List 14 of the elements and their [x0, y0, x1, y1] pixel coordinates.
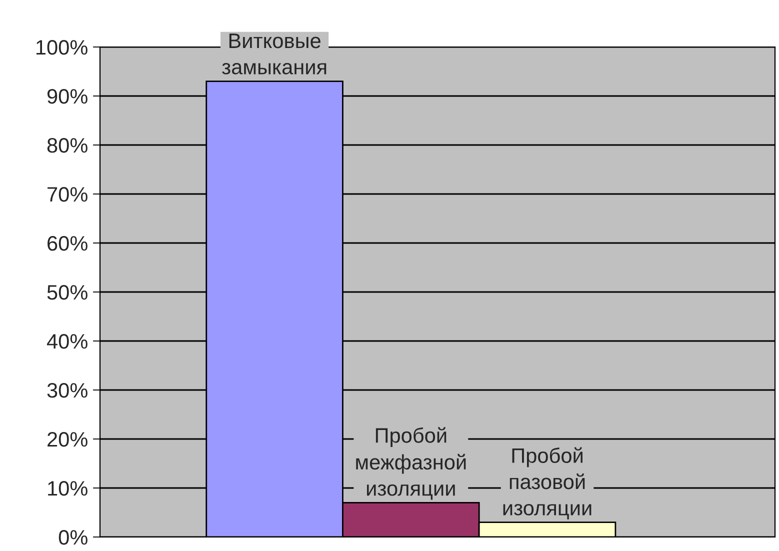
y-tick-label: 40% — [46, 334, 88, 349]
x-tick-label: Пробой пазовой изоляции — [503, 447, 592, 520]
y-tick-label: 20% — [48, 432, 88, 447]
y-tick-label: 80% — [47, 138, 88, 153]
y-tick-label: 30% — [47, 383, 88, 398]
x-tick-label: Пробой межфазной изоляции — [356, 427, 466, 500]
y-tick-label: 50% — [47, 285, 88, 300]
y-tick-label: 10% — [48, 481, 88, 496]
y-tick-label: 90% — [47, 89, 88, 104]
y-tick-label: 100% — [36, 40, 88, 55]
x-tick-label: Витковые замыкания — [222, 34, 326, 74]
y-tick-label: 70% — [48, 187, 88, 202]
y-tick-label: 0% — [58, 530, 88, 545]
y-tick-label: 60% — [48, 236, 88, 251]
